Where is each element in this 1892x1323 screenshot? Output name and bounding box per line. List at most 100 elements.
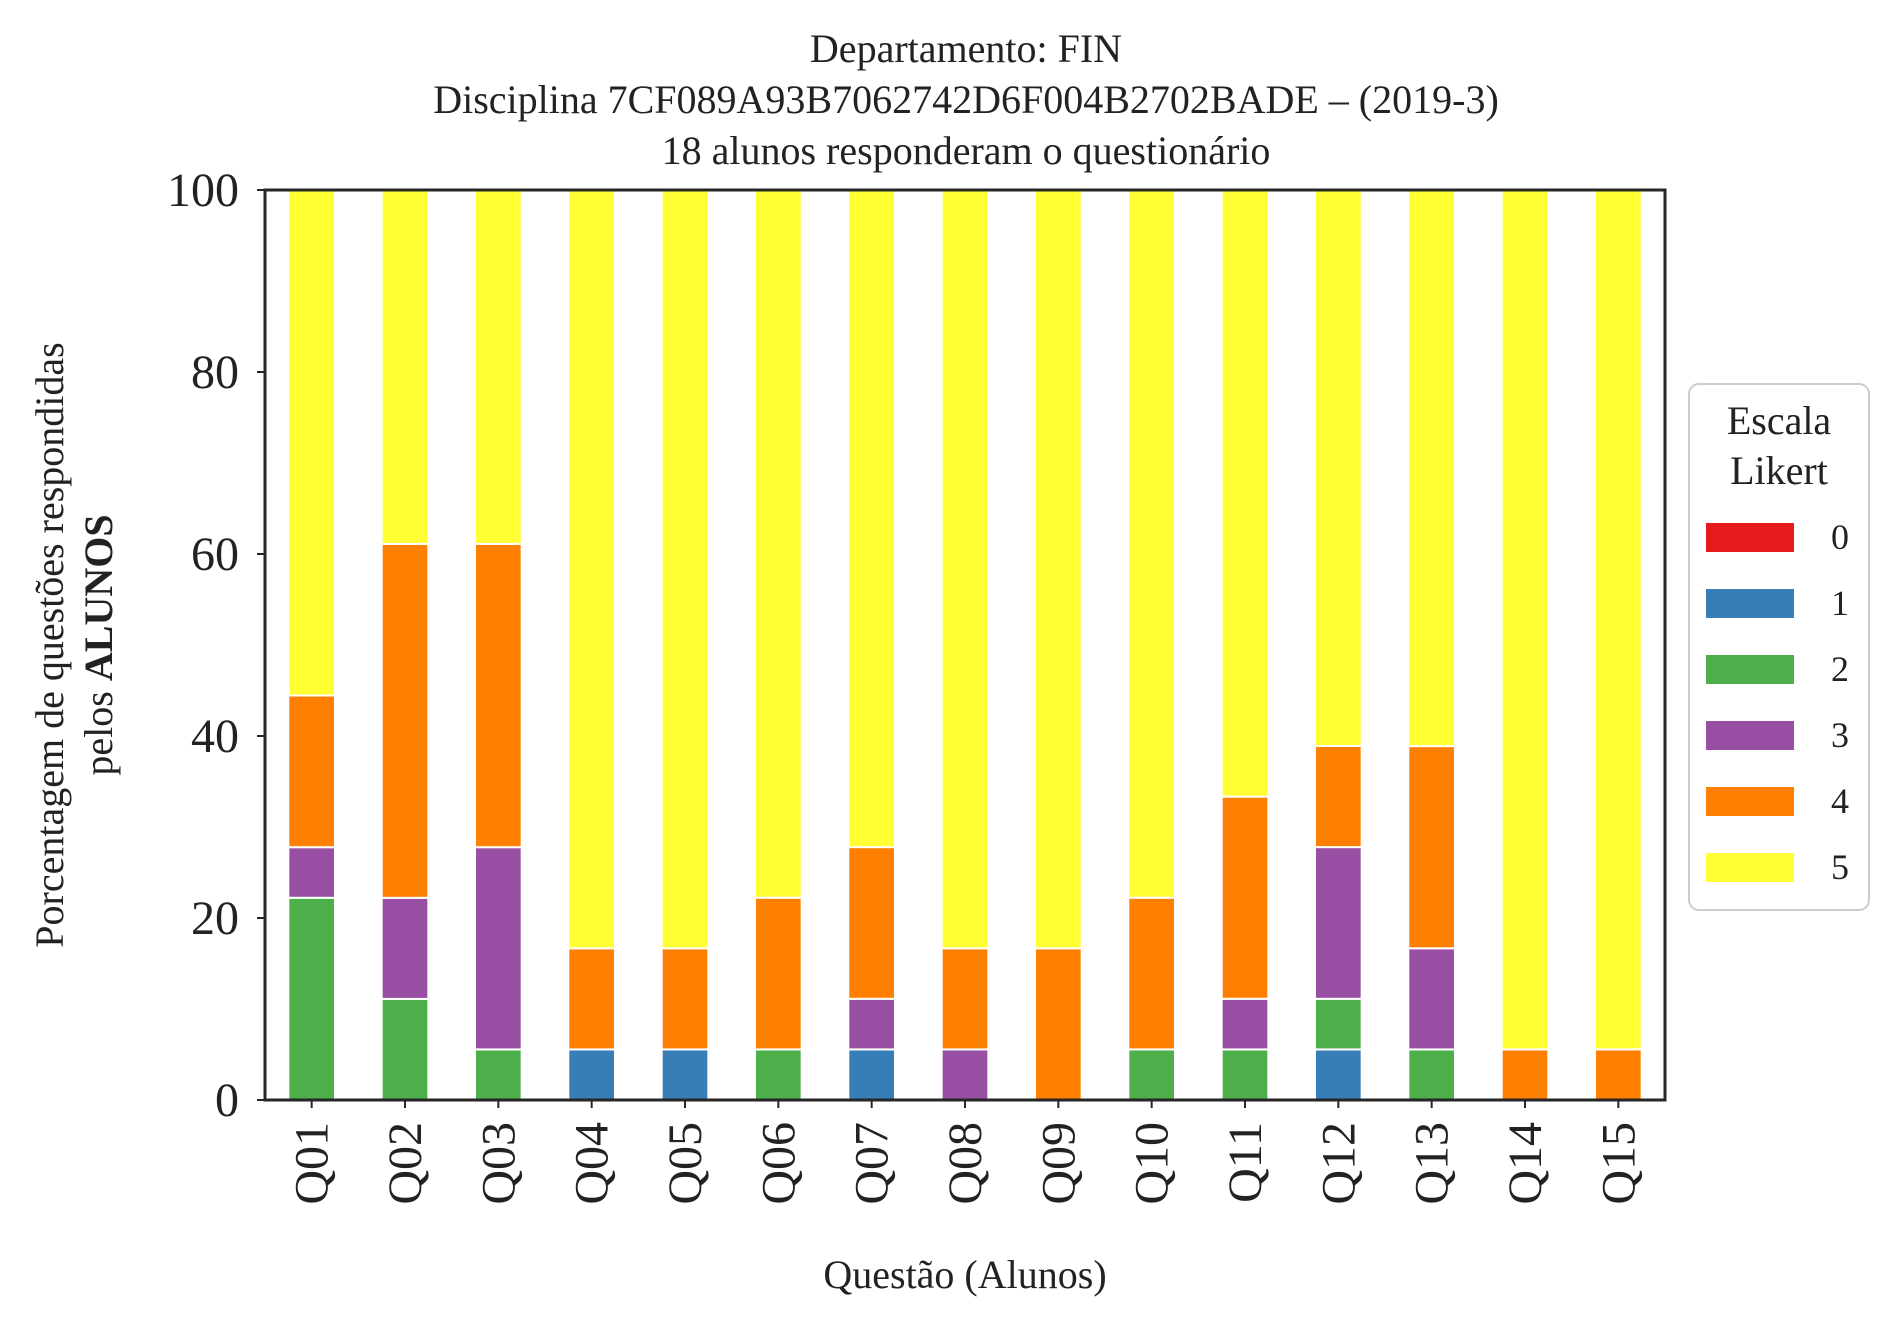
bar-segment-q12-likert-3 (1314, 846, 1363, 1000)
legend-label-4: 4 (1831, 781, 1849, 821)
bar-segment-q13-likert-4 (1407, 745, 1457, 950)
x-tick-label-q01: Q01 (286, 1122, 339, 1205)
bar-segment-q15-likert-5 (1594, 189, 1643, 1051)
bar-segment-q10-likert-4 (1127, 896, 1177, 1051)
bar-segment-q06-likert-4 (754, 896, 803, 1051)
bar-segment-q06-likert-5 (754, 188, 803, 899)
x-tick-label-q02: Q02 (379, 1122, 432, 1205)
legend-label-5: 5 (1831, 847, 1849, 887)
y-axis-label-line-2: pelos ALUNOS (76, 514, 121, 775)
chart-title-line-3: 18 alunos responderam o questionário (662, 128, 1271, 173)
bar-segment-q02-likert-4 (380, 542, 430, 899)
y-tick-label: 100 (167, 164, 239, 217)
x-axis-ticks: Q01 Q02 Q03 Q04 Q05 Q06 Q07 Q08 Q09 Q10 Q11 Q12 Q13 Q… (286, 1100, 1645, 1205)
bar-segment-q11-likert-2 (1220, 1048, 1270, 1102)
y-axis-label: Porcentagem de questões respondidas pelo… (27, 342, 121, 947)
bar-segment-q01-likert-3 (287, 846, 337, 899)
legend-swatch-1 (1706, 589, 1794, 618)
bar-segment-q03-likert-4 (474, 542, 523, 849)
x-tick-label-q03: Q03 (472, 1122, 525, 1205)
x-tick-label-q05: Q05 (659, 1122, 712, 1205)
bar-segment-q03-likert-2 (474, 1048, 523, 1102)
x-tick-label-q07: Q07 (846, 1122, 899, 1205)
bar-segment-q11-likert-4 (1220, 795, 1270, 1000)
bar-segment-q03-likert-3 (474, 846, 523, 1051)
bar-segment-q13-likert-2 (1407, 1048, 1457, 1102)
bar-segment-q11-likert-5 (1220, 188, 1270, 798)
bar-segment-q01-likert-4 (287, 694, 337, 849)
x-tick-label-q15: Q15 (1592, 1122, 1645, 1205)
x-tick-label-q09: Q09 (1032, 1122, 1085, 1205)
bar-segment-q15-likert-4 (1594, 1048, 1643, 1102)
bar-segment-q04-likert-4 (567, 947, 616, 1051)
y-tick-label: 40 (191, 710, 239, 763)
x-tick-label-q11: Q11 (1219, 1122, 1272, 1203)
y-axis-label-prefix: pelos (76, 681, 121, 775)
bar-segment-q02-likert-5 (380, 189, 430, 545)
bar-segment-q01-likert-5 (287, 188, 337, 697)
y-axis-label-line-1: Porcentagem de questões respondidas (27, 342, 72, 947)
bar-segment-q12-likert-1 (1314, 1048, 1363, 1102)
bar-segment-q07-likert-3 (847, 997, 896, 1051)
bar-segment-q13-likert-3 (1407, 947, 1457, 1051)
legend-swatch-4 (1706, 787, 1794, 816)
bar-segment-q01-likert-2 (287, 896, 337, 1101)
y-axis-label-bold: ALUNOS (76, 514, 121, 681)
legend-frame (1688, 383, 1870, 911)
legend: Escala Likert 0 1 2 3 4 5 (1688, 383, 1870, 911)
legend-label-3: 3 (1831, 715, 1849, 755)
x-tick-label-q13: Q13 (1406, 1122, 1459, 1205)
chart-title-line-2: Disciplina 7CF089A93B7062742D6F004B2702B… (433, 77, 1499, 122)
bar-segment-q07-likert-5 (847, 188, 896, 849)
x-tick-label-q08: Q08 (939, 1122, 992, 1205)
x-tick-label-q14: Q14 (1499, 1122, 1552, 1205)
legend-swatch-0 (1706, 523, 1794, 552)
legend-title-line-1: Escala (1727, 398, 1832, 443)
bar-segment-q10-likert-2 (1127, 1048, 1177, 1102)
legend-swatch-5 (1706, 853, 1794, 882)
bar-segment-q12-likert-4 (1314, 745, 1363, 849)
bar-segment-q08-likert-5 (940, 189, 990, 950)
chart-title: Departamento: FIN Disciplina 7CF089A93B7… (433, 26, 1499, 173)
bar-segment-q11-likert-3 (1220, 997, 1270, 1051)
bar-segment-q09-likert-5 (1034, 189, 1083, 950)
bar-segment-q02-likert-2 (380, 997, 430, 1101)
x-tick-label-q12: Q12 (1312, 1122, 1365, 1205)
bar-segment-q02-likert-3 (380, 896, 430, 1000)
bar-segment-q09-likert-4 (1034, 947, 1083, 1101)
legend-label-2: 2 (1831, 649, 1849, 689)
bar-segment-q04-likert-5 (567, 189, 616, 950)
y-tick-label: 20 (191, 892, 239, 945)
bar-segment-q14-likert-5 (1500, 189, 1550, 1051)
bar-segment-q12-likert-2 (1314, 997, 1363, 1051)
bar-segment-q12-likert-5 (1314, 188, 1363, 748)
chart-title-line-1: Departamento: FIN (810, 26, 1122, 71)
y-tick-label: 80 (191, 346, 239, 399)
bar-segment-q08-likert-4 (940, 947, 990, 1051)
y-tick-label: 0 (215, 1074, 239, 1127)
bar-segment-q03-likert-5 (474, 189, 523, 545)
legend-swatch-2 (1706, 655, 1794, 684)
legend-label-1: 1 (1831, 583, 1849, 623)
bar-segment-q07-likert-1 (847, 1048, 896, 1102)
legend-title-line-2: Likert (1730, 448, 1828, 493)
legend-items: 0 1 2 3 4 5 (1706, 517, 1849, 887)
bar-segment-q07-likert-4 (847, 846, 896, 1000)
bar-segment-q05-likert-5 (660, 189, 710, 950)
bars-group (287, 188, 1643, 1102)
bar-segment-q05-likert-1 (660, 1048, 710, 1102)
legend-label-0: 0 (1831, 517, 1849, 557)
legend-swatch-3 (1706, 721, 1794, 750)
x-tick-label-q10: Q10 (1126, 1122, 1179, 1205)
bar-segment-q10-likert-5 (1127, 188, 1177, 899)
x-tick-label-q06: Q06 (752, 1122, 805, 1205)
bar-segment-q13-likert-5 (1407, 189, 1457, 748)
bar-segment-q05-likert-4 (660, 947, 710, 1051)
bar-segment-q08-likert-3 (940, 1048, 990, 1102)
bar-segment-q04-likert-1 (567, 1048, 616, 1102)
x-tick-label-q04: Q04 (566, 1122, 619, 1205)
x-axis-label: Questão (Alunos) (823, 1252, 1106, 1297)
y-axis-ticks: 0 20 40 60 80 100 (167, 164, 265, 1127)
bar-segment-q14-likert-4 (1500, 1048, 1550, 1102)
